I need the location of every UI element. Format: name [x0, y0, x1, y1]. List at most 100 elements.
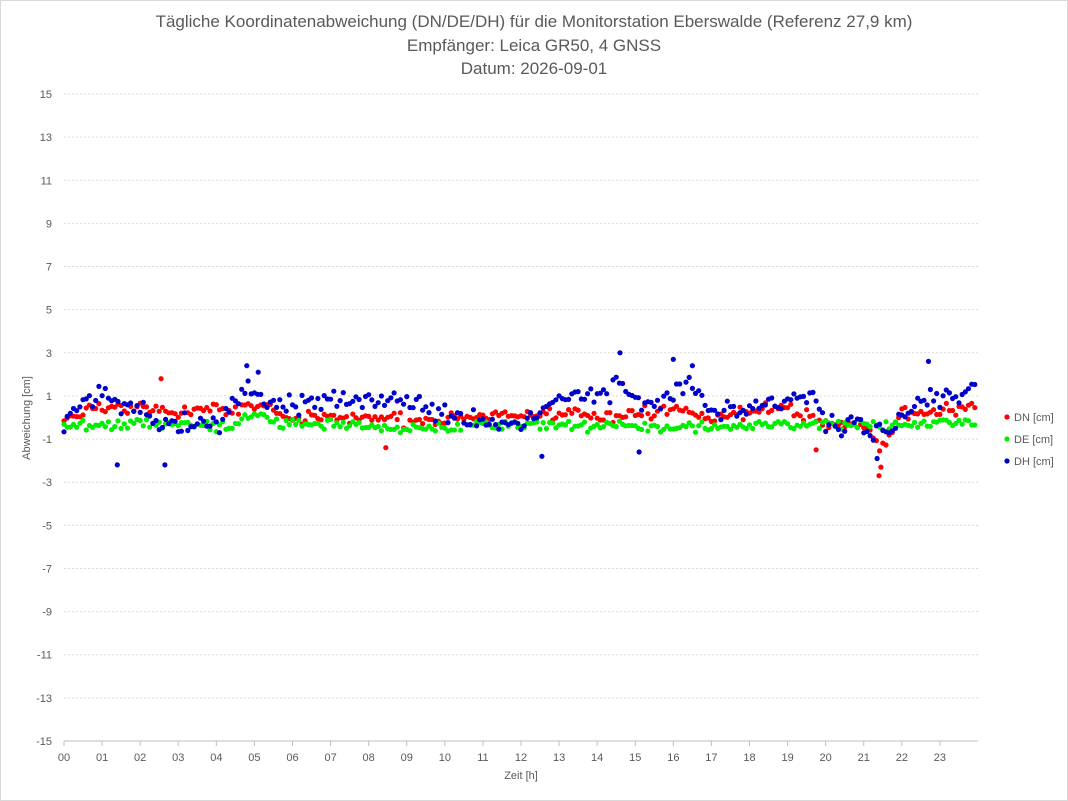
point-de	[140, 423, 146, 429]
x-tick-label: 19	[781, 752, 793, 764]
point-de	[112, 424, 118, 430]
point-dh	[788, 397, 794, 403]
point-de	[451, 427, 457, 433]
point-dh	[470, 407, 476, 413]
point-dh	[489, 416, 495, 422]
point-dn	[493, 409, 499, 415]
point-dh	[128, 400, 134, 406]
point-de	[229, 425, 235, 431]
point-de	[540, 420, 546, 426]
point-dh	[194, 421, 200, 427]
point-de	[708, 426, 715, 432]
point-dh	[712, 407, 718, 413]
point-dn	[664, 411, 670, 417]
point-dh	[159, 424, 165, 431]
point-dh	[864, 428, 870, 435]
point-de	[109, 427, 115, 433]
x-tick-label: 22	[896, 752, 908, 764]
point-dh	[778, 406, 784, 412]
point-de	[581, 419, 588, 425]
point-dh	[286, 392, 292, 398]
point-dh	[264, 404, 270, 410]
point-dn	[201, 408, 207, 414]
point-de	[242, 412, 248, 418]
point-dh	[927, 386, 934, 393]
y-tick-label: 13	[40, 132, 52, 144]
x-tick-label: 20	[820, 752, 832, 764]
point-dh	[435, 406, 442, 412]
point-dh	[566, 396, 572, 402]
point-dn	[683, 405, 689, 411]
point-dh	[858, 416, 864, 423]
point-dh	[315, 395, 321, 402]
point-dn	[575, 407, 581, 413]
outlier-point	[617, 350, 623, 356]
point-dn	[810, 412, 816, 418]
x-tick-label: 02	[134, 752, 146, 764]
outlier-point	[383, 445, 389, 451]
point-dn	[543, 411, 550, 417]
point-dh	[83, 396, 89, 402]
point-dh	[420, 407, 426, 413]
point-dh	[423, 404, 429, 410]
point-de	[331, 423, 337, 429]
point-dh	[946, 390, 953, 396]
point-dh	[518, 426, 524, 432]
point-dn	[235, 411, 242, 417]
point-de	[911, 419, 918, 425]
y-tick-label: 7	[46, 262, 52, 274]
y-tick-label: 5	[46, 305, 52, 317]
legend-label: DE [cm]	[1014, 434, 1053, 446]
point-dh	[740, 407, 746, 413]
point-dh	[537, 410, 543, 416]
point-dh	[480, 416, 486, 422]
point-de	[239, 416, 245, 422]
point-dn	[651, 413, 657, 419]
point-de	[80, 417, 86, 424]
point-de	[454, 421, 461, 427]
point-dh	[90, 404, 96, 410]
legend-marker	[1004, 436, 1010, 442]
y-tick-label: -9	[42, 607, 52, 619]
point-de	[645, 428, 651, 434]
point-dh	[283, 408, 289, 414]
point-dh	[683, 379, 689, 385]
point-dn	[566, 407, 572, 413]
point-de	[115, 418, 121, 424]
point-dn	[937, 411, 943, 417]
point-de	[334, 420, 340, 426]
point-de	[337, 424, 343, 430]
point-dn	[172, 411, 178, 417]
point-de	[289, 417, 296, 423]
point-dn	[562, 412, 569, 418]
point-dh	[296, 412, 302, 418]
x-tick-label: 17	[705, 752, 717, 764]
point-dh	[699, 392, 705, 398]
point-dh	[940, 393, 946, 399]
point-dh	[77, 404, 83, 410]
point-dh	[366, 392, 372, 398]
point-dh	[426, 410, 432, 416]
point-dh	[838, 433, 845, 439]
point-dh	[213, 419, 219, 425]
point-dh	[651, 403, 657, 409]
point-de	[118, 425, 124, 431]
y-tick-label: -7	[42, 563, 52, 575]
point-dh	[445, 420, 451, 426]
point-de	[543, 426, 550, 432]
point-de	[131, 420, 137, 427]
point-dh	[356, 396, 362, 403]
point-de	[321, 426, 327, 432]
point-dh	[235, 401, 242, 407]
point-de	[562, 422, 569, 428]
point-de	[727, 426, 734, 432]
point-dh	[201, 418, 207, 424]
point-de	[274, 416, 280, 422]
point-dh	[182, 410, 188, 416]
x-tick-label: 03	[172, 752, 184, 764]
point-dn	[953, 412, 959, 418]
point-dh	[635, 395, 642, 401]
point-dn	[480, 412, 486, 418]
point-dn	[416, 416, 422, 423]
point-de	[293, 421, 299, 428]
